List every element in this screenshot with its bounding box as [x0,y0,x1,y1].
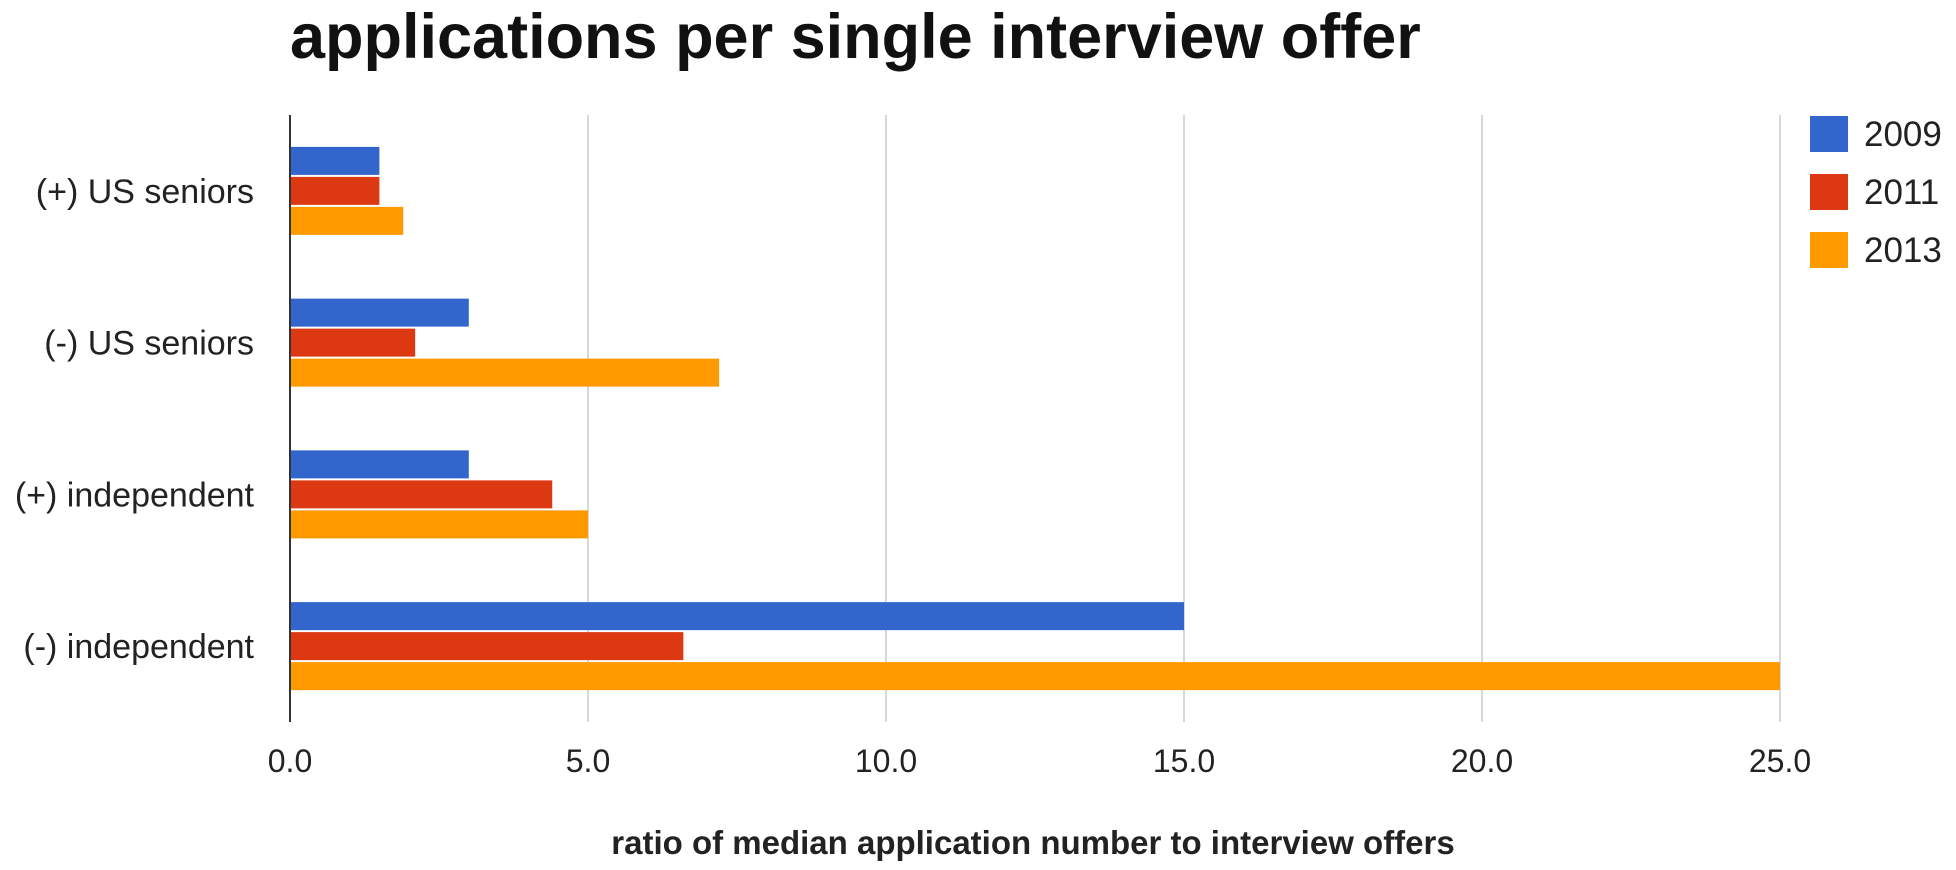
legend-swatch-2009 [1810,116,1848,152]
legend-swatch-2011 [1810,174,1848,210]
bar-2009-us-seniors [290,146,380,175]
bar-2011-independent [290,480,553,509]
category-label: (-) independent [23,628,254,666]
bars [290,146,1780,691]
bar-2011-us-seniors [290,328,416,357]
category-labels: (+) US seniors (-) US seniors (+) independ… [15,173,255,666]
legend-label-2009: 2009 [1864,115,1942,154]
legend-label-2013: 2013 [1864,231,1942,270]
bar-2009-us-seniors [290,298,469,327]
x-axis-title: ratio of median application number to in… [611,824,1454,861]
bar-2013-us-seniors [290,206,404,235]
category-label: (+) US seniors [36,173,254,211]
legend: 2009 2011 2013 [1810,115,1942,270]
x-tick-label: 5.0 [566,743,610,779]
bar-2009-independent [290,450,469,479]
x-tick-label: 0.0 [268,743,312,779]
gridlines [587,115,1781,722]
x-tick-label: 15.0 [1153,743,1215,779]
bar-2009-independent [290,602,1184,631]
x-tick-label: 25.0 [1749,743,1811,779]
legend-swatch-2013 [1810,232,1848,268]
chart-title: applications per single interview offer [290,2,1421,72]
x-tick-label: 20.0 [1451,743,1513,779]
bar-2013-independent [290,662,1780,691]
category-label: (+) independent [15,476,255,514]
x-tick-label: 10.0 [855,743,917,779]
bar-2011-independent [290,632,684,661]
bar-2011-us-seniors [290,176,380,205]
category-label: (-) US seniors [44,325,254,363]
bar-2013-independent [290,510,588,539]
x-tick-labels: 0.0 5.0 10.0 15.0 20.0 25.0 [268,743,1811,779]
legend-label-2011: 2011 [1864,173,1939,212]
bar-2013-us-seniors [290,358,720,387]
